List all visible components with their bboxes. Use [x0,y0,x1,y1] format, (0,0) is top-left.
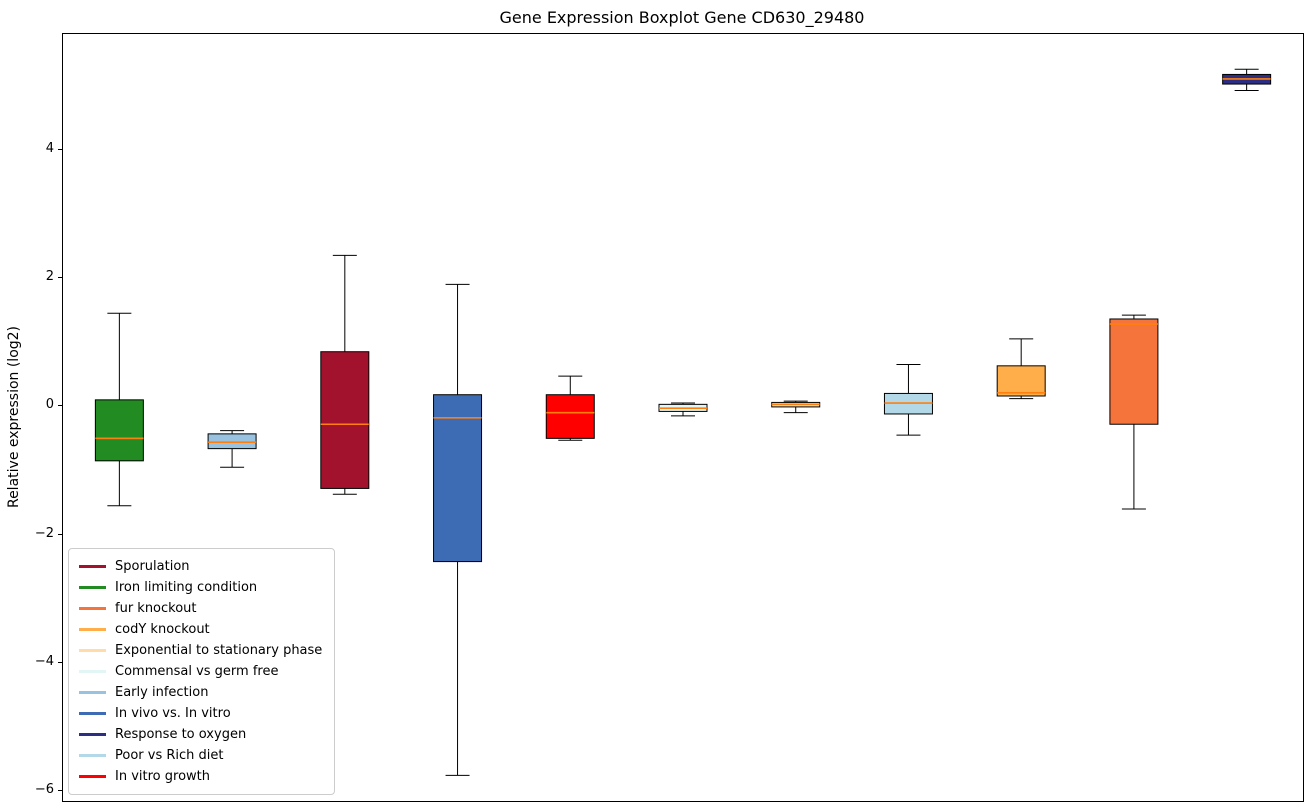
chart-title: Gene Expression Boxplot Gene CD630_29480 [499,8,865,27]
legend-swatch [79,754,106,757]
box-group-commensal-vs-germ-free [658,402,708,417]
box [996,365,1046,397]
y-tick-label: −4 [34,654,54,669]
legend-item: Commensal vs germ free [79,661,322,682]
legend-label: Poor vs Rich diet [115,748,224,763]
legend-item: fur knockout [79,598,322,619]
legend-item: codY knockout [79,619,322,640]
box-group-iron-limiting-condition [94,312,144,507]
y-tick-mark [58,533,62,535]
box-group-in-vivo-vs-in-vitro [433,283,483,776]
legend-label: Commensal vs germ free [115,664,279,679]
y-axis-label: Relative expression (log2) [6,325,22,509]
legend-label: In vitro growth [115,769,210,784]
plot-area: Sporulation Iron limiting condition fur kn… [62,33,1304,802]
legend-item: Iron limiting condition [79,577,322,598]
y-tick-label: 4 [45,140,54,156]
legend-item: Sporulation [79,556,322,577]
box [1109,318,1159,425]
box-group-early-infection [207,430,257,468]
legend-label: Sporulation [115,559,190,574]
legend-item: In vivo vs. In vitro [79,703,322,724]
y-tick-mark [58,148,62,150]
legend-swatch [79,586,106,589]
legend-item: Response to oxygen [79,724,322,745]
legend-item: Early infection [79,682,322,703]
box-group-in-vitro-growth [545,375,595,441]
legend-swatch [79,691,106,694]
legend-swatch [79,628,106,631]
legend-label: Exponential to stationary phase [115,643,323,658]
box-group-poor-vs-rich-diet [883,364,933,436]
y-tick-mark [58,790,62,792]
y-tick-label: −2 [34,525,54,541]
legend-label: codY knockout [115,622,210,637]
box-group-exponential-to-stationary-phase [771,400,821,414]
box [320,351,370,489]
legend-item: Exponential to stationary phase [79,640,322,661]
box [94,399,144,462]
y-tick-mark [58,662,62,663]
legend: Sporulation Iron limiting condition fur kn… [68,548,336,795]
legend-label: Response to oxygen [115,727,247,742]
legend-swatch [79,649,106,652]
legend-swatch [79,733,106,736]
legend-swatch [79,775,106,778]
legend-item: Poor vs Rich diet [79,745,322,766]
y-tick-mark [58,276,62,278]
legend-swatch [79,670,106,673]
box [433,394,483,563]
y-tick-label: −6 [34,782,54,798]
y-tick-mark [58,405,62,407]
legend-swatch [79,565,106,568]
box-group-sporulation [320,254,370,495]
legend-label: Early infection [115,685,209,700]
legend-swatch [79,607,106,610]
legend-swatch [79,712,106,715]
boxplot-canvas [94,68,1272,776]
legend-label: Iron limiting condition [115,580,258,595]
legend-label: fur knockout [115,601,197,616]
box [545,394,595,439]
y-tick-label: 2 [45,268,54,284]
legend-label: In vivo vs. In vitro [115,706,231,721]
box-group-fur-knockout [1109,314,1159,510]
box-group-response-to-oxygen [1222,68,1272,91]
box [207,433,257,450]
box-group-cody-knockout [996,338,1046,400]
y-tick-label: 0 [45,397,54,413]
legend-item: In vitro growth [79,766,322,787]
